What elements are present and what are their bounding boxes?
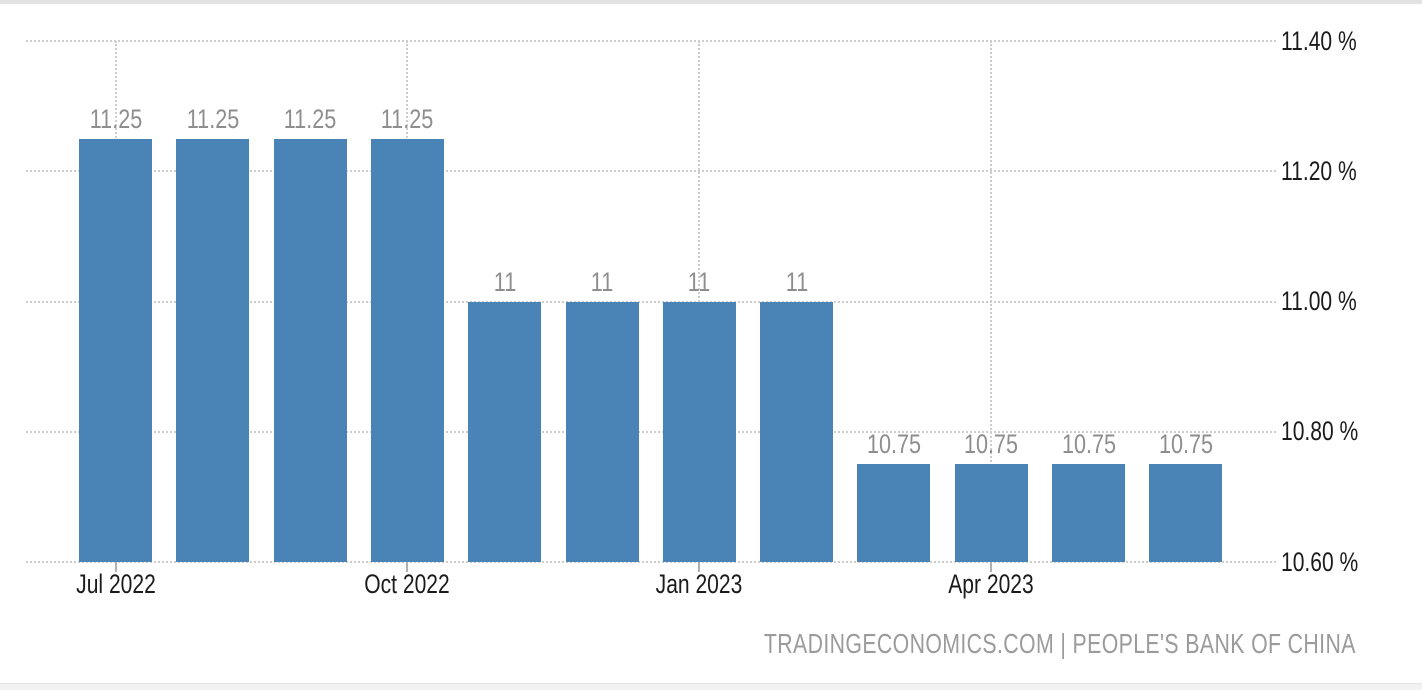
y-axis-label: 11.20 % — [1281, 155, 1357, 186]
bar-value-label: 11.25 — [186, 103, 240, 134]
bar[interactable] — [565, 301, 639, 562]
bar-value-label: 11.25 — [381, 103, 434, 134]
x-axis-label: Jan 2023 — [655, 569, 743, 599]
bar[interactable] — [662, 301, 736, 562]
y-axis-label: 10.80 % — [1281, 416, 1359, 447]
gridline-horizontal — [26, 430, 1276, 433]
gridline-horizontal — [26, 170, 1276, 173]
x-axis-label: Oct 2022 — [364, 569, 451, 599]
x-axis-label: Apr 2023 — [948, 569, 1034, 599]
y-axis-label: 10.60 % — [1281, 546, 1359, 577]
bar[interactable] — [370, 138, 444, 562]
gridline-horizontal — [26, 300, 1276, 303]
x-axis-tick — [990, 562, 993, 572]
bar-value-label: 10.75 — [866, 429, 921, 460]
y-axis-label: 11.00 % — [1281, 286, 1357, 316]
bar[interactable] — [1149, 464, 1223, 562]
bottom-border-strip — [0, 683, 1422, 690]
bar-value-label: 11.25 — [89, 103, 142, 134]
attribution-text: TRADINGECONOMICS.COM | PEOPLE'S BANK OF … — [764, 628, 1356, 659]
bar[interactable] — [176, 138, 250, 562]
y-axis-label: 11.40 % — [1281, 25, 1357, 56]
x-axis-label: Jul 2022 — [75, 569, 156, 599]
bar[interactable] — [857, 464, 931, 562]
bar-value-label: 10.75 — [964, 429, 1019, 460]
x-axis-tick — [698, 562, 701, 572]
bar-value-label: 10.75 — [1061, 429, 1116, 460]
bar-value-label: 11 — [493, 266, 516, 297]
bar-value-label: 11.25 — [283, 103, 337, 134]
x-axis-tick — [114, 562, 117, 572]
bar[interactable] — [1052, 464, 1125, 562]
bar-value-label: 11 — [590, 266, 614, 297]
bar-value-label: 11 — [688, 266, 711, 297]
bar[interactable] — [273, 138, 347, 562]
gridline-horizontal — [26, 561, 1276, 563]
bar[interactable] — [760, 301, 834, 562]
bar-value-label: 11 — [785, 266, 808, 297]
bar[interactable] — [468, 301, 542, 562]
bar[interactable] — [954, 464, 1028, 562]
x-axis-tick — [406, 562, 409, 572]
top-border-strip — [0, 0, 1422, 4]
bar[interactable] — [79, 138, 152, 562]
bar-value-label: 10.75 — [1158, 429, 1213, 460]
gridline-vertical — [990, 41, 993, 562]
gridline-horizontal — [26, 40, 1276, 42]
